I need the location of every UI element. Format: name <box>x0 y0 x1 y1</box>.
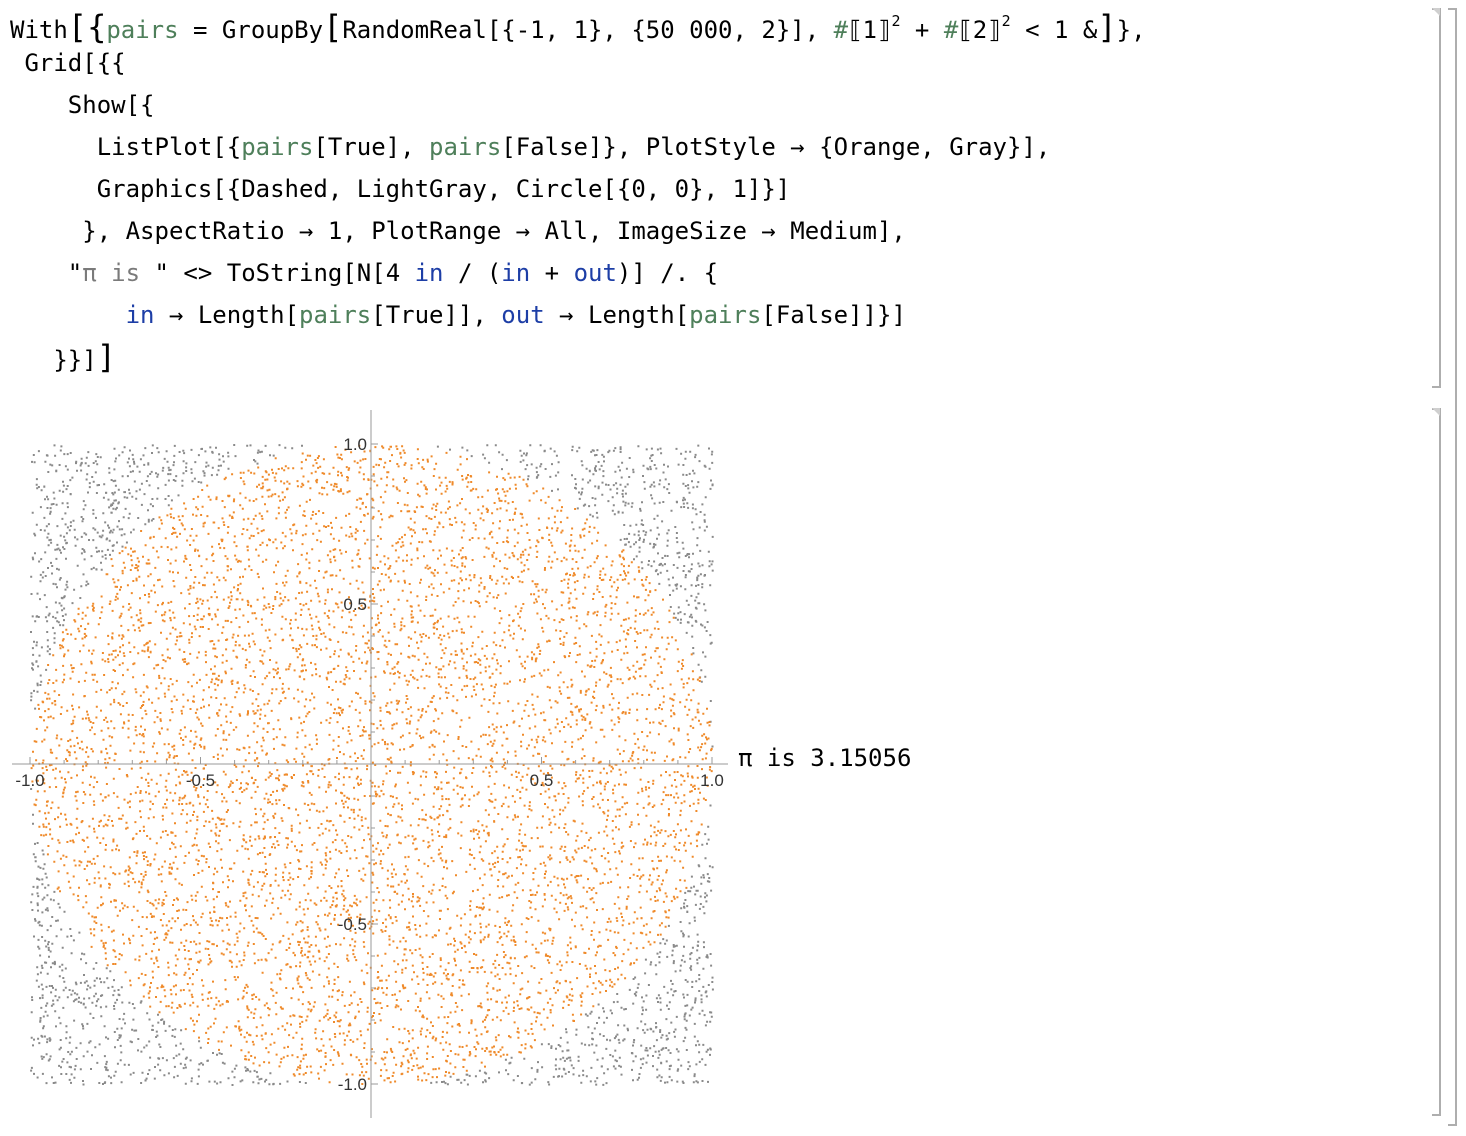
code-token: # <box>943 16 959 44</box>
axes-layer: -1.0 -0.5 0.5 1.0 1.0 0.5 -0.5 -1.0 <box>12 410 728 1118</box>
code-token: }, AspectRatio → 1, PlotRange → All, Ima… <box>10 217 906 245</box>
input-cell-bracket-marker <box>1432 8 1440 16</box>
code-token: Show[{ <box>10 91 155 119</box>
code-token: pairs <box>429 133 502 161</box>
code-token: " <> ToString[N[4 <box>154 259 415 287</box>
code-token: Graphics[{Dashed, LightGray, Circle[{0, … <box>10 175 791 203</box>
code-token: < 1 & <box>1010 16 1098 44</box>
y-tick-label: 1.0 <box>343 435 367 454</box>
code-line: With[{pairs = GroupBy[RandomReal[{-1, 1}… <box>10 0 1146 46</box>
scatter-plot-output[interactable]: -1.0 -0.5 0.5 1.0 1.0 0.5 -0.5 -1.0 <box>0 400 740 1130</box>
code-token: pairs <box>241 133 314 161</box>
code-token: out <box>501 301 545 329</box>
code-token: RandomReal[{-1, 1}, {50 000, 2}], <box>342 16 834 44</box>
y-tick-label: -1.0 <box>338 1075 367 1094</box>
code-line: }, AspectRatio → 1, PlotRange → All, Ima… <box>10 210 1146 252</box>
code-token: + <box>530 259 574 287</box>
inside-points-series <box>30 444 713 1085</box>
code-token: [False]}, PlotStyle → {Orange, Gray}], <box>501 133 1051 161</box>
code-token: [True], <box>313 133 430 161</box>
code-line: in → Length[pairs[True]], out → Length[p… <box>10 294 1146 336</box>
code-token: = GroupBy <box>178 16 324 44</box>
code-token <box>10 301 126 329</box>
x-tick-label: -1.0 <box>15 771 44 790</box>
code-token: pairs <box>299 301 372 329</box>
code-token: ] <box>1097 8 1117 46</box>
code-token: [{ <box>67 8 107 46</box>
y-tick-label: 0.5 <box>343 595 367 614</box>
code-token: " <box>10 259 83 287</box>
x-tick-label: 1.0 <box>700 771 724 790</box>
code-token: With <box>10 16 68 44</box>
pi-estimate-result: π is 3.15056 <box>738 744 912 772</box>
code-token: 2 <box>891 12 901 30</box>
code-token: + <box>900 16 944 44</box>
input-cell-bracket[interactable] <box>1432 8 1441 388</box>
code-token: in <box>125 301 155 329</box>
code-token: pairs <box>106 16 179 44</box>
code-token: # <box>833 16 849 44</box>
output-cell-bracket-marker <box>1432 408 1440 416</box>
output-cell-bracket[interactable] <box>1432 408 1441 1116</box>
code-token: in <box>414 259 444 287</box>
code-token: [True]], <box>371 301 502 329</box>
code-token: }}] <box>10 346 97 374</box>
code-token: [False]]}] <box>761 301 906 329</box>
code-line: ListPlot[{pairs[True], pairs[False]}, Pl… <box>10 126 1146 168</box>
code-token: Grid[{{ <box>10 49 126 77</box>
code-token: ⟦2⟧ <box>958 16 1002 44</box>
code-token: }, <box>1116 16 1146 44</box>
y-tick-label: -0.5 <box>338 915 367 934</box>
x-tick-label: 0.5 <box>530 771 554 790</box>
code-token: → Length[ <box>544 301 690 329</box>
code-line: Grid[{{ <box>10 42 1146 84</box>
code-line: Show[{ <box>10 84 1146 126</box>
code-token: / ( <box>443 259 502 287</box>
code-token: ⟦1⟧ <box>848 16 892 44</box>
code-token: 2 <box>1001 12 1011 30</box>
scatter-plot-svg: -1.0 -0.5 0.5 1.0 1.0 0.5 -0.5 -1.0 <box>12 410 728 1118</box>
code-token: )] /. { <box>616 259 719 287</box>
code-token: pairs <box>689 301 762 329</box>
points-layer <box>30 444 714 1086</box>
code-token: π is <box>82 259 155 287</box>
x-tick-label: -0.5 <box>186 771 215 790</box>
code-token: ListPlot[{ <box>10 133 242 161</box>
code-line: Graphics[{Dashed, LightGray, Circle[{0, … <box>10 168 1146 210</box>
code-token: ] <box>96 338 116 376</box>
code-token: in <box>501 259 531 287</box>
code-line: "π is " <> ToString[N[4 in / (in + out)]… <box>10 252 1146 294</box>
code-token: out <box>573 259 617 287</box>
group-cell-bracket[interactable] <box>1448 8 1457 1126</box>
input-cell-code[interactable]: With[{pairs = GroupBy[RandomReal[{-1, 1}… <box>10 0 1146 378</box>
code-token: → Length[ <box>154 301 299 329</box>
code-token: [ <box>323 8 343 46</box>
code-line: }}]] <box>10 336 1146 378</box>
